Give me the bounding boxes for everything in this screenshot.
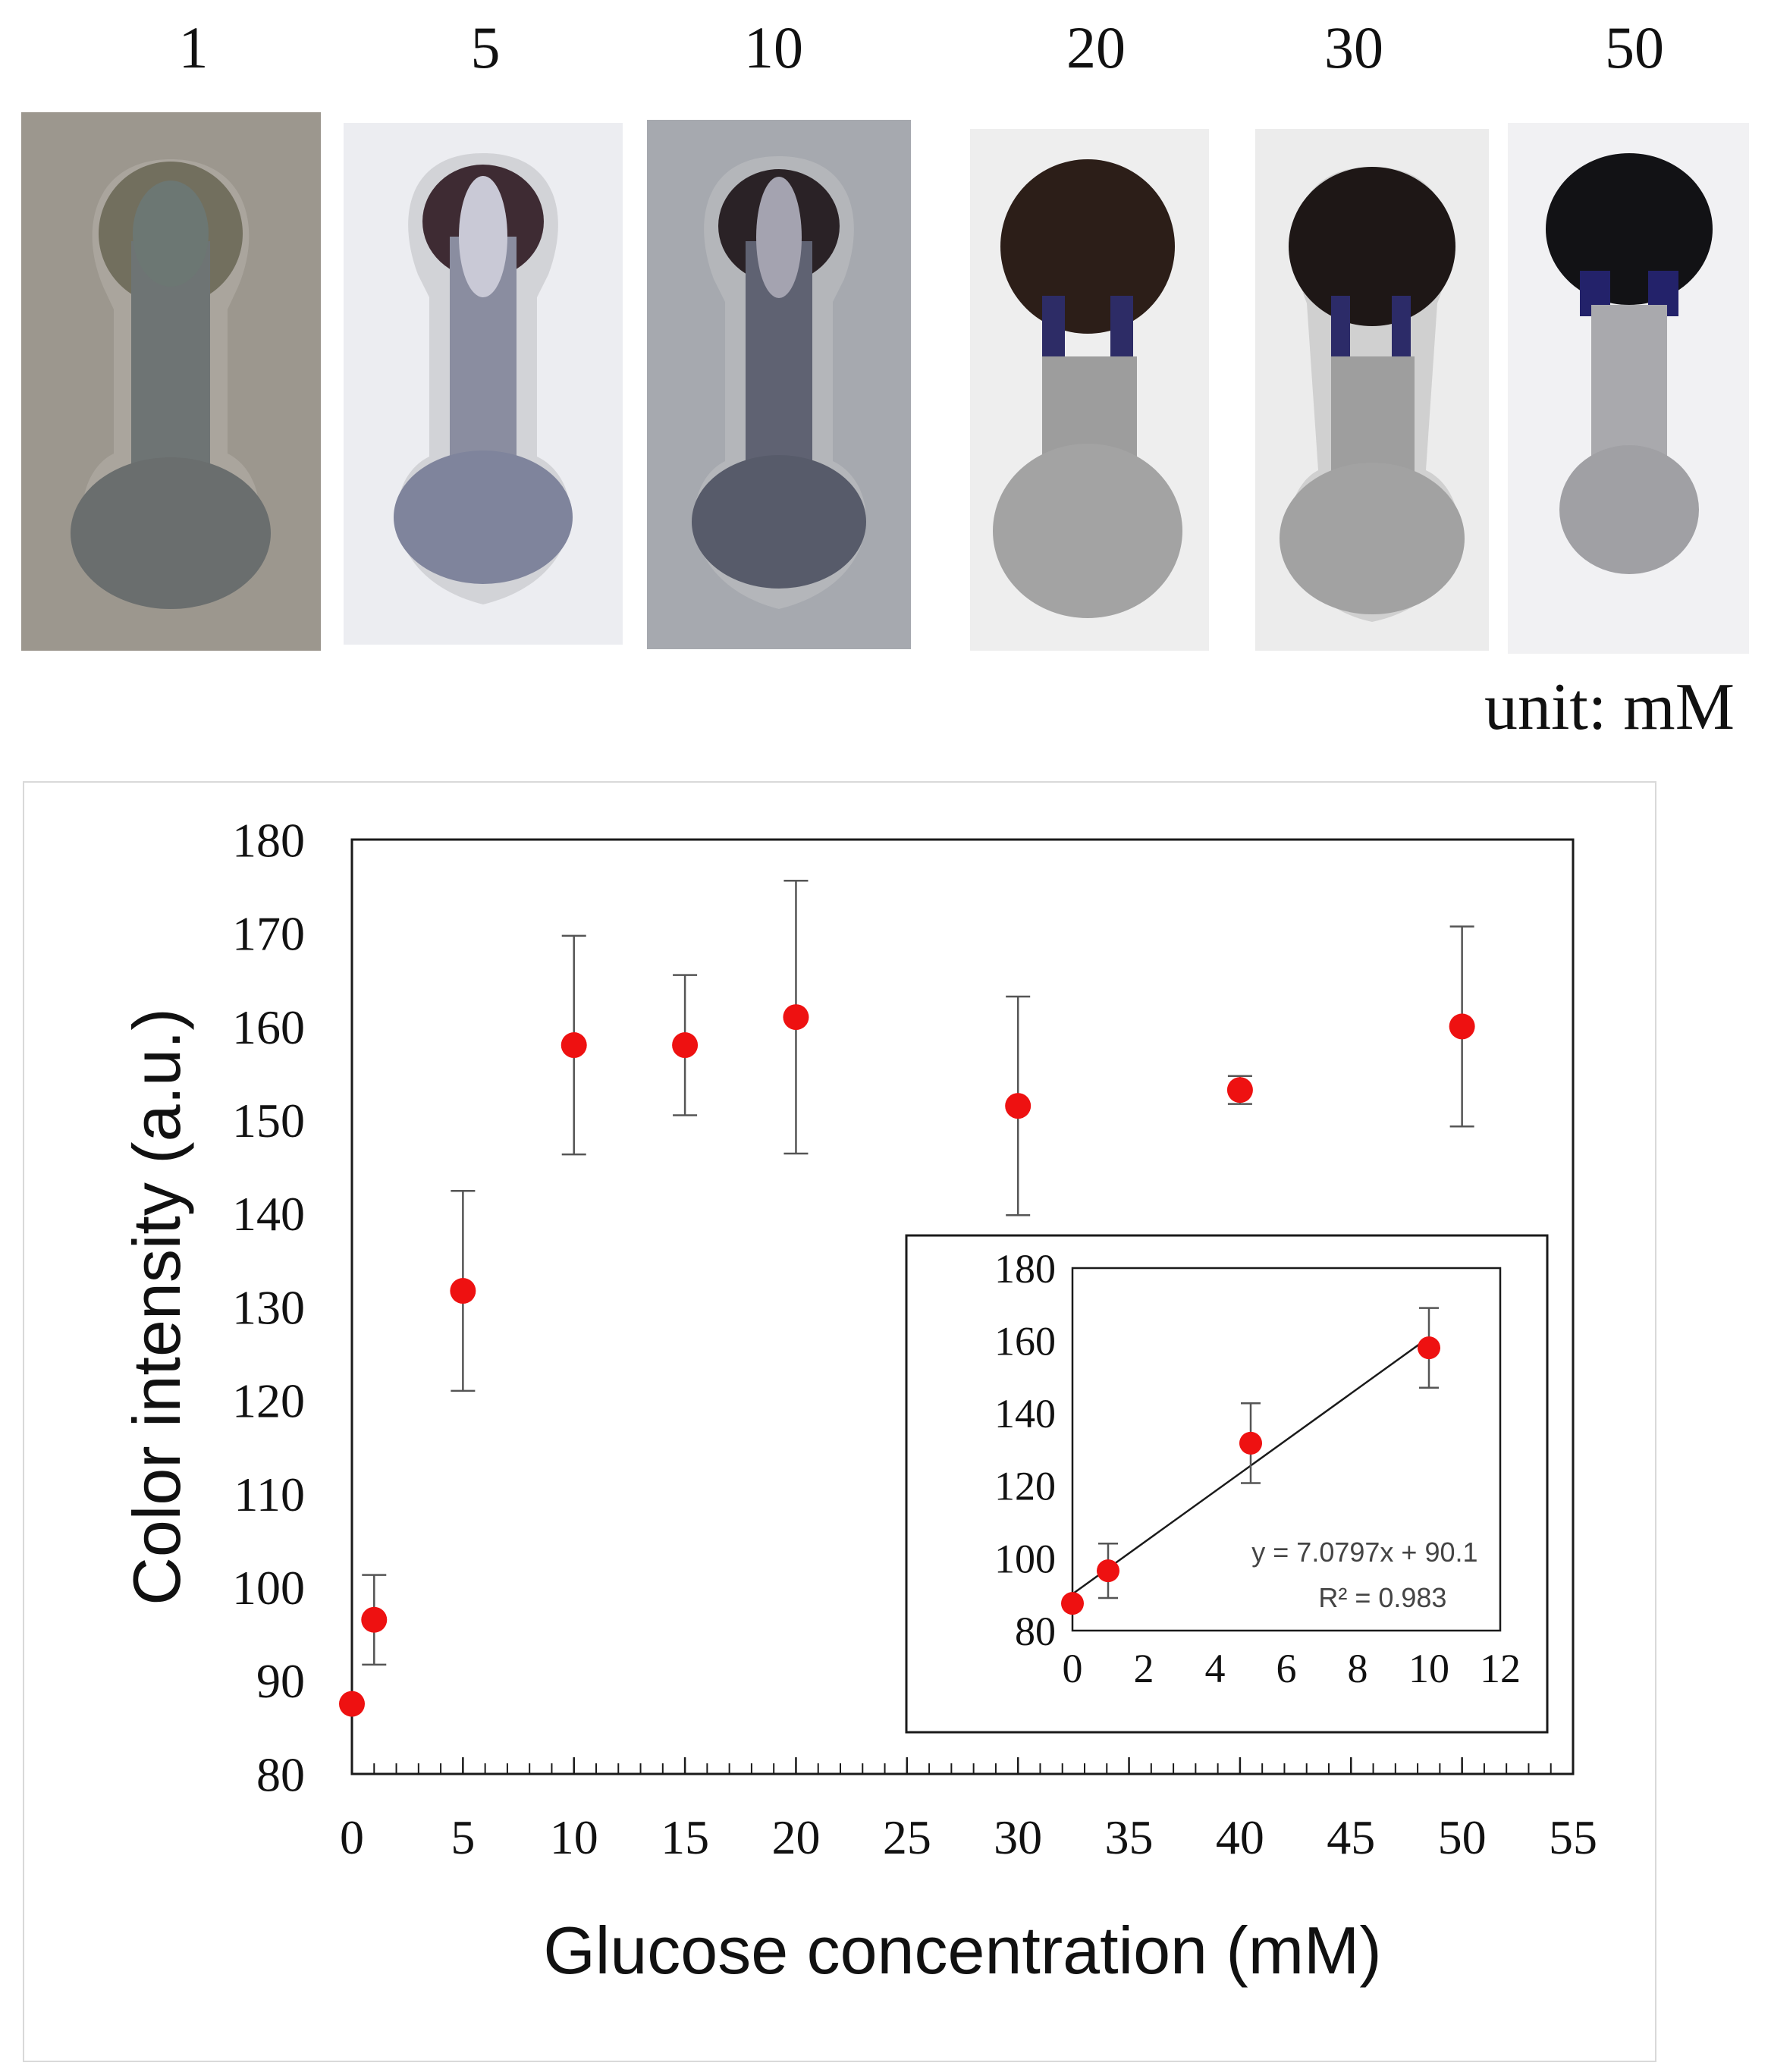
inset-data-point: [1239, 1431, 1262, 1455]
main-data-point: [561, 1032, 587, 1059]
strip-label-5: 5: [470, 14, 501, 80]
inset-x-tick-label: 10: [1408, 1646, 1449, 1691]
main-x-tick-label: 15: [661, 1810, 709, 1864]
strip-label-1: 1: [178, 14, 209, 80]
main-data-point: [1005, 1093, 1032, 1119]
main-y-tick-label: 110: [234, 1468, 305, 1521]
strip-photo-30: [1255, 129, 1489, 651]
inset-data-point: [1418, 1336, 1440, 1360]
x-axis-title: Glucose concentration (mM): [543, 1913, 1381, 1988]
inset-data-point: [1097, 1559, 1119, 1583]
main-y-tick-label: 160: [232, 1000, 305, 1054]
main-y-tick-label: 150: [232, 1094, 305, 1147]
chart-frame: 0 5 10 15 20 25 30 35 40 45 50 55 80 90 100 110 120 130 14…: [23, 781, 1656, 2062]
main-data-point: [361, 1606, 388, 1633]
inset-x-tick-label: 2: [1134, 1646, 1154, 1691]
main-data-point: [339, 1691, 365, 1717]
main-x-tick-label: 55: [1549, 1810, 1597, 1864]
inset-x-tick-label: 12: [1480, 1646, 1521, 1691]
inset-y-tick-label: 180: [994, 1246, 1056, 1292]
main-x-tick-label: 20: [771, 1810, 820, 1864]
unit-label: unit: mM: [1484, 670, 1735, 744]
strip-label-50: 50: [1605, 14, 1664, 80]
inset-r2-label: R² = 0.983: [1318, 1582, 1446, 1613]
main-y-tick-label: 80: [256, 1747, 305, 1801]
strip-photo-5: [344, 123, 623, 645]
main-x-tick-label: 0: [340, 1810, 364, 1864]
strip-photo-10: [647, 120, 911, 649]
main-data-point: [1226, 1077, 1253, 1103]
inset-x-tick-label: 0: [1063, 1646, 1083, 1691]
inset-x-tick-label: 8: [1348, 1646, 1368, 1691]
strip-label-20: 20: [1066, 14, 1126, 80]
main-plot-frame: [350, 838, 1575, 1775]
main-y-tick-label: 130: [232, 1280, 305, 1334]
main-data-point: [450, 1278, 476, 1304]
main-data-point: [672, 1032, 699, 1059]
main-data-point: [783, 1004, 809, 1031]
strip-photo-50: [1508, 123, 1749, 654]
main-data-point: [1449, 1013, 1475, 1040]
inset-y-tick-label: 100: [994, 1536, 1056, 1581]
inset-x-tick-label: 6: [1276, 1646, 1297, 1691]
strip-photo-20: [970, 129, 1209, 651]
main-y-tick-label: 120: [232, 1374, 305, 1428]
main-x-tick-label: 25: [883, 1810, 931, 1864]
main-x-tick-label: 45: [1327, 1810, 1375, 1864]
inset-y-tick-label: 160: [994, 1319, 1056, 1364]
strip-label-30: 30: [1324, 14, 1383, 80]
main-x-tick-label: 40: [1216, 1810, 1264, 1864]
main-x-tick-label: 30: [994, 1810, 1042, 1864]
inset-x-tick-label: 4: [1205, 1646, 1226, 1691]
main-y-tick-label: 140: [232, 1187, 305, 1241]
inset-plot-frame: [1071, 1267, 1502, 1632]
inset-equation-label: y = 7.0797x + 90.1: [1251, 1537, 1477, 1568]
main-y-tick-label: 170: [232, 907, 305, 961]
inset-y-tick-label: 140: [994, 1391, 1056, 1436]
main-chart: 0 5 10 15 20 25 30 35 40 45 50 55809010011012013014…: [119, 813, 1597, 1988]
strip-photo-1: [21, 112, 321, 651]
main-x-tick-label: 10: [550, 1810, 598, 1864]
inset-data-point: [1061, 1592, 1084, 1615]
main-y-tick-label: 180: [232, 813, 305, 867]
main-y-tick-label: 100: [232, 1561, 305, 1615]
main-y-tick-label: 90: [256, 1654, 305, 1708]
inset-y-tick-label: 80: [1015, 1609, 1056, 1654]
main-x-tick-label: 5: [451, 1810, 475, 1864]
strip-label-10: 10: [744, 14, 803, 80]
y-axis-title: Color intensity (a.u.): [119, 1008, 194, 1605]
inset-y-tick-label: 120: [994, 1464, 1056, 1509]
main-x-tick-label: 35: [1105, 1810, 1154, 1864]
main-x-tick-label: 50: [1438, 1810, 1487, 1864]
